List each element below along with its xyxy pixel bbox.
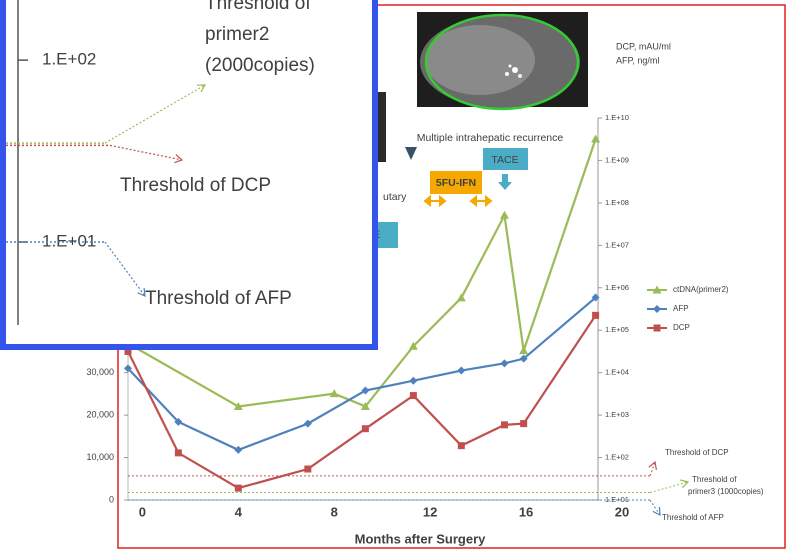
inset-threshold-label: primer2 [205, 24, 269, 45]
y-tick-label: 0 [109, 494, 114, 504]
x-tick-label: 4 [235, 504, 243, 519]
y2-tick-label: 1.E+05 [605, 325, 629, 334]
point [362, 425, 369, 432]
y-tick-label: 10,000 [86, 452, 114, 462]
y-tick-label: 20,000 [86, 409, 114, 419]
units-note: AFP, ng/ml [616, 55, 659, 65]
point [500, 211, 509, 219]
y2-tick-label: 1.E+08 [605, 198, 629, 207]
point [409, 377, 417, 385]
inset-threshold-label: Threshold of DCP [120, 175, 271, 196]
point [457, 293, 466, 301]
annotation: TACE [491, 154, 518, 166]
inset: 1.E+02 1.E+01 Threshold of primer2 (2000copi… [3, 0, 375, 347]
threshold-label: primer3 (1000copies) [688, 487, 764, 496]
threshold-arrow [650, 482, 688, 493]
ct-image [417, 12, 588, 109]
point [501, 421, 508, 428]
x-tick-label: 0 [139, 504, 146, 519]
y2-tick-label: 1.E+09 [605, 155, 629, 164]
point [519, 346, 528, 354]
threshold-label: Threshold of AFP [662, 513, 724, 522]
chart: 0 10,000 20,000 30,000 1.E+01 1.E+02 1.E+03 1.E… [0, 0, 792, 555]
threshold-label: Threshold of DCP [665, 448, 729, 457]
x-tick-label: 12 [423, 504, 437, 519]
y2-tick-label: 1.E+01 [605, 495, 629, 504]
y2-tick-label: 1.E+06 [605, 283, 629, 292]
page: {"chart_data": { "type": "line", "x_labe… [0, 0, 792, 555]
threshold-arrow [650, 462, 655, 476]
y2-tick-label: 1.E+03 [605, 410, 629, 419]
point [235, 485, 242, 492]
y2-tick-label: 1.E+10 [605, 113, 629, 122]
inset-threshold-label: (2000copies) [205, 55, 315, 76]
point [591, 135, 600, 143]
y2-tick-label: 1.E+04 [605, 368, 629, 377]
legend-marker [653, 305, 661, 313]
units-note: DCP, mAU/ml [616, 41, 671, 51]
y2-tick-label: 1.E+02 [605, 453, 629, 462]
legend-label: ctDNA(primer2) [673, 285, 729, 294]
x-tick-label: 8 [331, 504, 338, 519]
x-tick-label: 16 [519, 504, 533, 519]
inset-tick-label: 1.E+01 [42, 232, 96, 251]
point [500, 359, 508, 367]
annotation: Multiple intrahepatic recurrence [417, 132, 564, 144]
event-marker [405, 147, 417, 160]
threshold-label: Threshold of [692, 475, 737, 484]
point [592, 312, 599, 319]
y2-tick-label: 1.E+07 [605, 240, 629, 249]
x-tick-label: 20 [615, 504, 629, 519]
point [175, 449, 182, 456]
legend-label: DCP [673, 323, 690, 332]
point [520, 420, 527, 427]
point [410, 392, 417, 399]
threshold-arrow [650, 500, 660, 515]
tace-arrow [498, 174, 512, 190]
point [304, 466, 311, 473]
legend-label: AFP [673, 304, 689, 313]
point [234, 446, 242, 454]
y-tick-label: 30,000 [86, 367, 114, 377]
annotation: utary [383, 191, 407, 203]
x-axis-title: Months after Surgery [355, 531, 487, 546]
legend-marker [654, 325, 661, 332]
inset-tick-label: 1.E+02 [42, 50, 96, 69]
point [458, 442, 465, 449]
inset-threshold-label: Threshold of AFP [145, 288, 292, 309]
inset-threshold-label: Threshold of [205, 0, 311, 14]
annotation: 5FU-IFN [436, 177, 476, 189]
point [457, 367, 465, 375]
chemo-arrows [425, 197, 491, 205]
